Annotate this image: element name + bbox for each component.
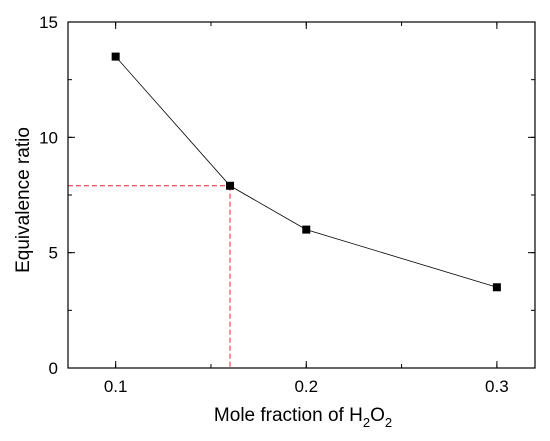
x-tick-label: 0.2 <box>294 377 318 396</box>
data-point-marker <box>111 52 120 61</box>
x-axis-title-main: Mole fraction of H <box>214 405 363 426</box>
y-tick-label: 10 <box>39 128 58 147</box>
data-point-marker <box>302 225 311 234</box>
tick-labels: 0.1 0.2 0.3 0 5 10 15 <box>39 13 509 396</box>
x-tick-label: 0.3 <box>485 377 509 396</box>
guide-lines <box>68 185 231 368</box>
tick-marks <box>68 21 535 369</box>
x-axis-title-sub1: 2 <box>363 415 370 430</box>
plot-frame <box>67 21 536 369</box>
y-tick-label: 0 <box>49 359 58 378</box>
x-tick-label: 0.1 <box>104 377 128 396</box>
data-point-marker <box>492 283 501 292</box>
data-point-marker <box>226 181 235 190</box>
x-axis-title: Mole fraction of H2O2 <box>214 405 392 430</box>
x-axis-title-sub2: 2 <box>385 415 392 430</box>
series-line <box>115 56 497 288</box>
x-axis-title-mid: O <box>370 405 385 426</box>
data-series <box>111 52 501 292</box>
y-tick-label: 5 <box>49 244 58 263</box>
y-tick-label: 15 <box>39 13 58 32</box>
y-axis-title: Equivalence ratio <box>13 127 34 273</box>
